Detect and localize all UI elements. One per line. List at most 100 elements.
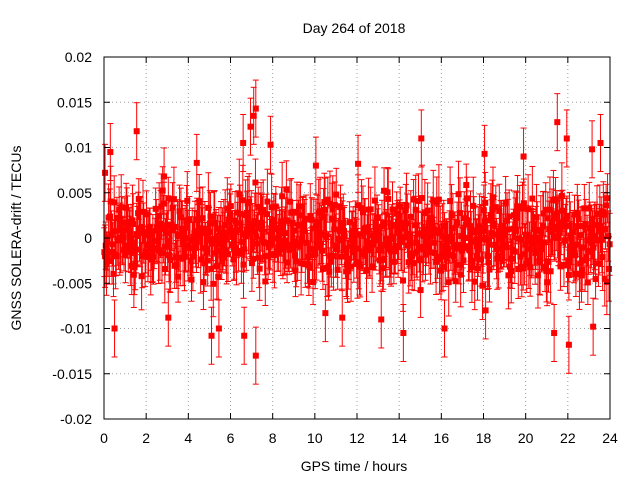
data-point [508, 255, 515, 262]
data-point [388, 248, 395, 255]
data-point [539, 246, 546, 253]
data-point [428, 231, 435, 238]
x-tick-label: 14 [391, 430, 407, 446]
data-point [495, 253, 502, 260]
data-point [402, 206, 409, 213]
data-point [239, 197, 246, 204]
data-point [206, 220, 213, 227]
data-point [175, 233, 182, 240]
data-point [197, 256, 204, 263]
data-point [416, 256, 423, 263]
data-point [190, 233, 197, 240]
data-point [132, 246, 139, 253]
data-point [502, 199, 509, 206]
data-point [373, 236, 380, 243]
data-point [417, 287, 424, 294]
data-point [341, 233, 348, 240]
y-tick-label: 0.02 [65, 49, 92, 65]
data-point [465, 243, 472, 250]
data-point [158, 250, 165, 257]
data-point [226, 215, 233, 222]
x-tick-label: 16 [434, 430, 450, 446]
data-point [414, 230, 421, 237]
data-point [351, 239, 358, 246]
data-point [423, 240, 430, 247]
data-point [503, 244, 510, 251]
data-point [393, 221, 400, 228]
data-point [581, 205, 588, 212]
data-point [554, 119, 561, 126]
data-point [126, 229, 133, 236]
data-point [537, 226, 544, 233]
data-point [520, 153, 527, 160]
data-point [598, 228, 605, 235]
data-point [208, 240, 215, 247]
data-point [463, 181, 470, 188]
data-point [556, 229, 563, 236]
data-point [153, 227, 160, 234]
x-axis-label: GPS time / hours [301, 458, 408, 474]
data-point [438, 253, 445, 260]
data-point [150, 253, 157, 260]
data-point [490, 231, 497, 238]
data-point [355, 202, 362, 209]
data-point [454, 219, 461, 226]
data-point [314, 219, 321, 226]
data-point [433, 258, 440, 265]
data-point [328, 258, 335, 265]
data-point [224, 205, 231, 212]
data-point [515, 265, 522, 272]
data-point [152, 205, 159, 212]
data-point [300, 224, 307, 231]
chart-title: Day 264 of 2018 [303, 20, 406, 36]
data-point [589, 146, 596, 153]
data-point [108, 232, 115, 239]
data-point [535, 237, 542, 244]
data-point [241, 246, 248, 253]
data-point [256, 265, 263, 272]
data-point [380, 256, 387, 263]
data-point [352, 231, 359, 238]
data-point [230, 256, 237, 263]
data-point [154, 224, 161, 231]
axis-ticks [103, 56, 611, 420]
data-point [457, 271, 464, 278]
data-point [445, 279, 452, 286]
data-point [333, 245, 340, 252]
data-point [492, 204, 499, 211]
data-point [562, 222, 569, 229]
data-point [563, 212, 570, 219]
data-point [475, 236, 482, 243]
data-point [592, 276, 599, 283]
data-point [176, 208, 183, 215]
data-point [265, 252, 272, 259]
data-point [118, 204, 125, 211]
data-point [441, 325, 448, 332]
data-point [269, 221, 276, 228]
data-point [379, 265, 386, 272]
data-point [293, 209, 300, 216]
data-point [395, 243, 402, 250]
data-point [478, 256, 485, 263]
data-point [520, 265, 527, 272]
data-point [378, 316, 385, 323]
data-point [460, 257, 467, 264]
data-point [312, 250, 319, 257]
data-point [173, 261, 180, 268]
data-point [445, 246, 452, 253]
data-point [549, 219, 556, 226]
data-point [135, 210, 142, 217]
data-point [492, 241, 499, 248]
data-point [146, 224, 153, 231]
data-point [570, 246, 577, 253]
data-point [468, 238, 475, 245]
data-point [591, 232, 598, 239]
data-point [563, 135, 570, 142]
data-point [319, 247, 326, 254]
data-point [376, 257, 383, 264]
data-point [452, 278, 459, 285]
data-point [517, 253, 524, 260]
data-point [255, 254, 262, 261]
data-point [195, 233, 202, 240]
